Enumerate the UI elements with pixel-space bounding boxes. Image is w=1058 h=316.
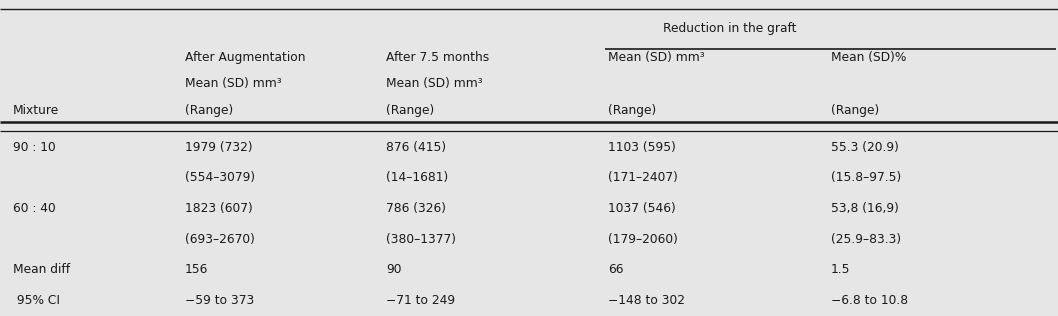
Text: (Range): (Range) — [831, 104, 879, 117]
Text: Mean (SD) mm³: Mean (SD) mm³ — [386, 77, 482, 90]
Text: Mean (SD) mm³: Mean (SD) mm³ — [608, 51, 705, 64]
Text: 876 (415): 876 (415) — [386, 141, 446, 154]
Text: Reduction in the graft: Reduction in the graft — [663, 22, 797, 35]
Text: (Range): (Range) — [185, 104, 234, 117]
Text: −6.8 to 10.8: −6.8 to 10.8 — [831, 294, 908, 307]
Text: 95% CI: 95% CI — [13, 294, 59, 307]
Text: Mixture: Mixture — [13, 104, 59, 117]
Text: (15.8–97.5): (15.8–97.5) — [831, 171, 900, 184]
Text: (554–3079): (554–3079) — [185, 171, 255, 184]
Text: (179–2060): (179–2060) — [608, 233, 678, 246]
Text: 55.3 (20.9): 55.3 (20.9) — [831, 141, 898, 154]
Text: 1037 (546): 1037 (546) — [608, 202, 676, 215]
Text: Mean (SD)%: Mean (SD)% — [831, 51, 906, 64]
Text: 1979 (732): 1979 (732) — [185, 141, 253, 154]
Text: −71 to 249: −71 to 249 — [386, 294, 455, 307]
Text: 156: 156 — [185, 263, 208, 276]
Text: After 7.5 months: After 7.5 months — [386, 51, 490, 64]
Text: 90: 90 — [386, 263, 402, 276]
Text: (380–1377): (380–1377) — [386, 233, 456, 246]
Text: Mean diff: Mean diff — [13, 263, 70, 276]
Text: −148 to 302: −148 to 302 — [608, 294, 686, 307]
Text: −59 to 373: −59 to 373 — [185, 294, 254, 307]
Text: (Range): (Range) — [386, 104, 435, 117]
Text: 66: 66 — [608, 263, 624, 276]
Text: 786 (326): 786 (326) — [386, 202, 446, 215]
Text: 90 : 10: 90 : 10 — [13, 141, 55, 154]
Text: (693–2670): (693–2670) — [185, 233, 255, 246]
Text: 1103 (595): 1103 (595) — [608, 141, 676, 154]
Text: Mean (SD) mm³: Mean (SD) mm³ — [185, 77, 281, 90]
Text: After Augmentation: After Augmentation — [185, 51, 306, 64]
Text: (171–2407): (171–2407) — [608, 171, 678, 184]
Text: (25.9–83.3): (25.9–83.3) — [831, 233, 900, 246]
Text: 1.5: 1.5 — [831, 263, 850, 276]
Text: (14–1681): (14–1681) — [386, 171, 449, 184]
Text: 53,8 (16,9): 53,8 (16,9) — [831, 202, 898, 215]
Text: 1823 (607): 1823 (607) — [185, 202, 253, 215]
Text: 60 : 40: 60 : 40 — [13, 202, 55, 215]
Text: (Range): (Range) — [608, 104, 657, 117]
